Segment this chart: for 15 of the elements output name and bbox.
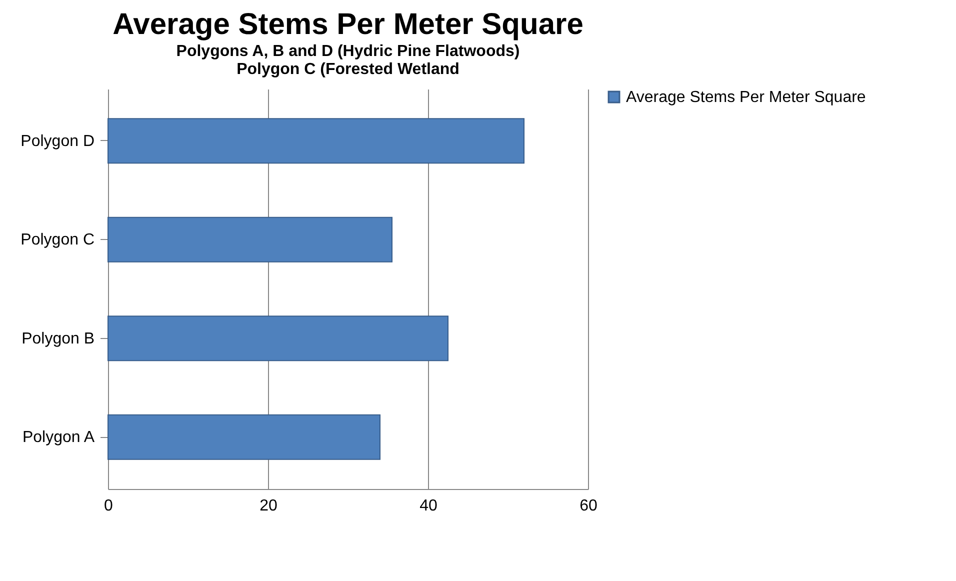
y-tick-label: Polygon C bbox=[20, 232, 94, 249]
y-tick-label: Polygon A bbox=[22, 429, 95, 446]
y-tick-label: Polygon B bbox=[22, 330, 94, 348]
x-tick-label: 60 bbox=[580, 498, 598, 514]
bar bbox=[108, 216, 392, 262]
legend-label: Average Stems Per Meter Square bbox=[626, 89, 866, 106]
chart-subtitle: Polygons A, B and D (Hydric Pine Flatwoods) Polygon C (Forested Wetland bbox=[176, 43, 520, 78]
chart-title: Average Stems Per Meter Square bbox=[112, 8, 584, 41]
x-tick-label: 20 bbox=[260, 498, 278, 514]
x-tick-label: 40 bbox=[420, 498, 438, 514]
bar bbox=[108, 316, 448, 362]
y-tick-label: Polygon D bbox=[20, 132, 94, 150]
x-tick-label: 0 bbox=[104, 498, 114, 514]
bar bbox=[108, 414, 380, 460]
bar bbox=[108, 118, 524, 164]
